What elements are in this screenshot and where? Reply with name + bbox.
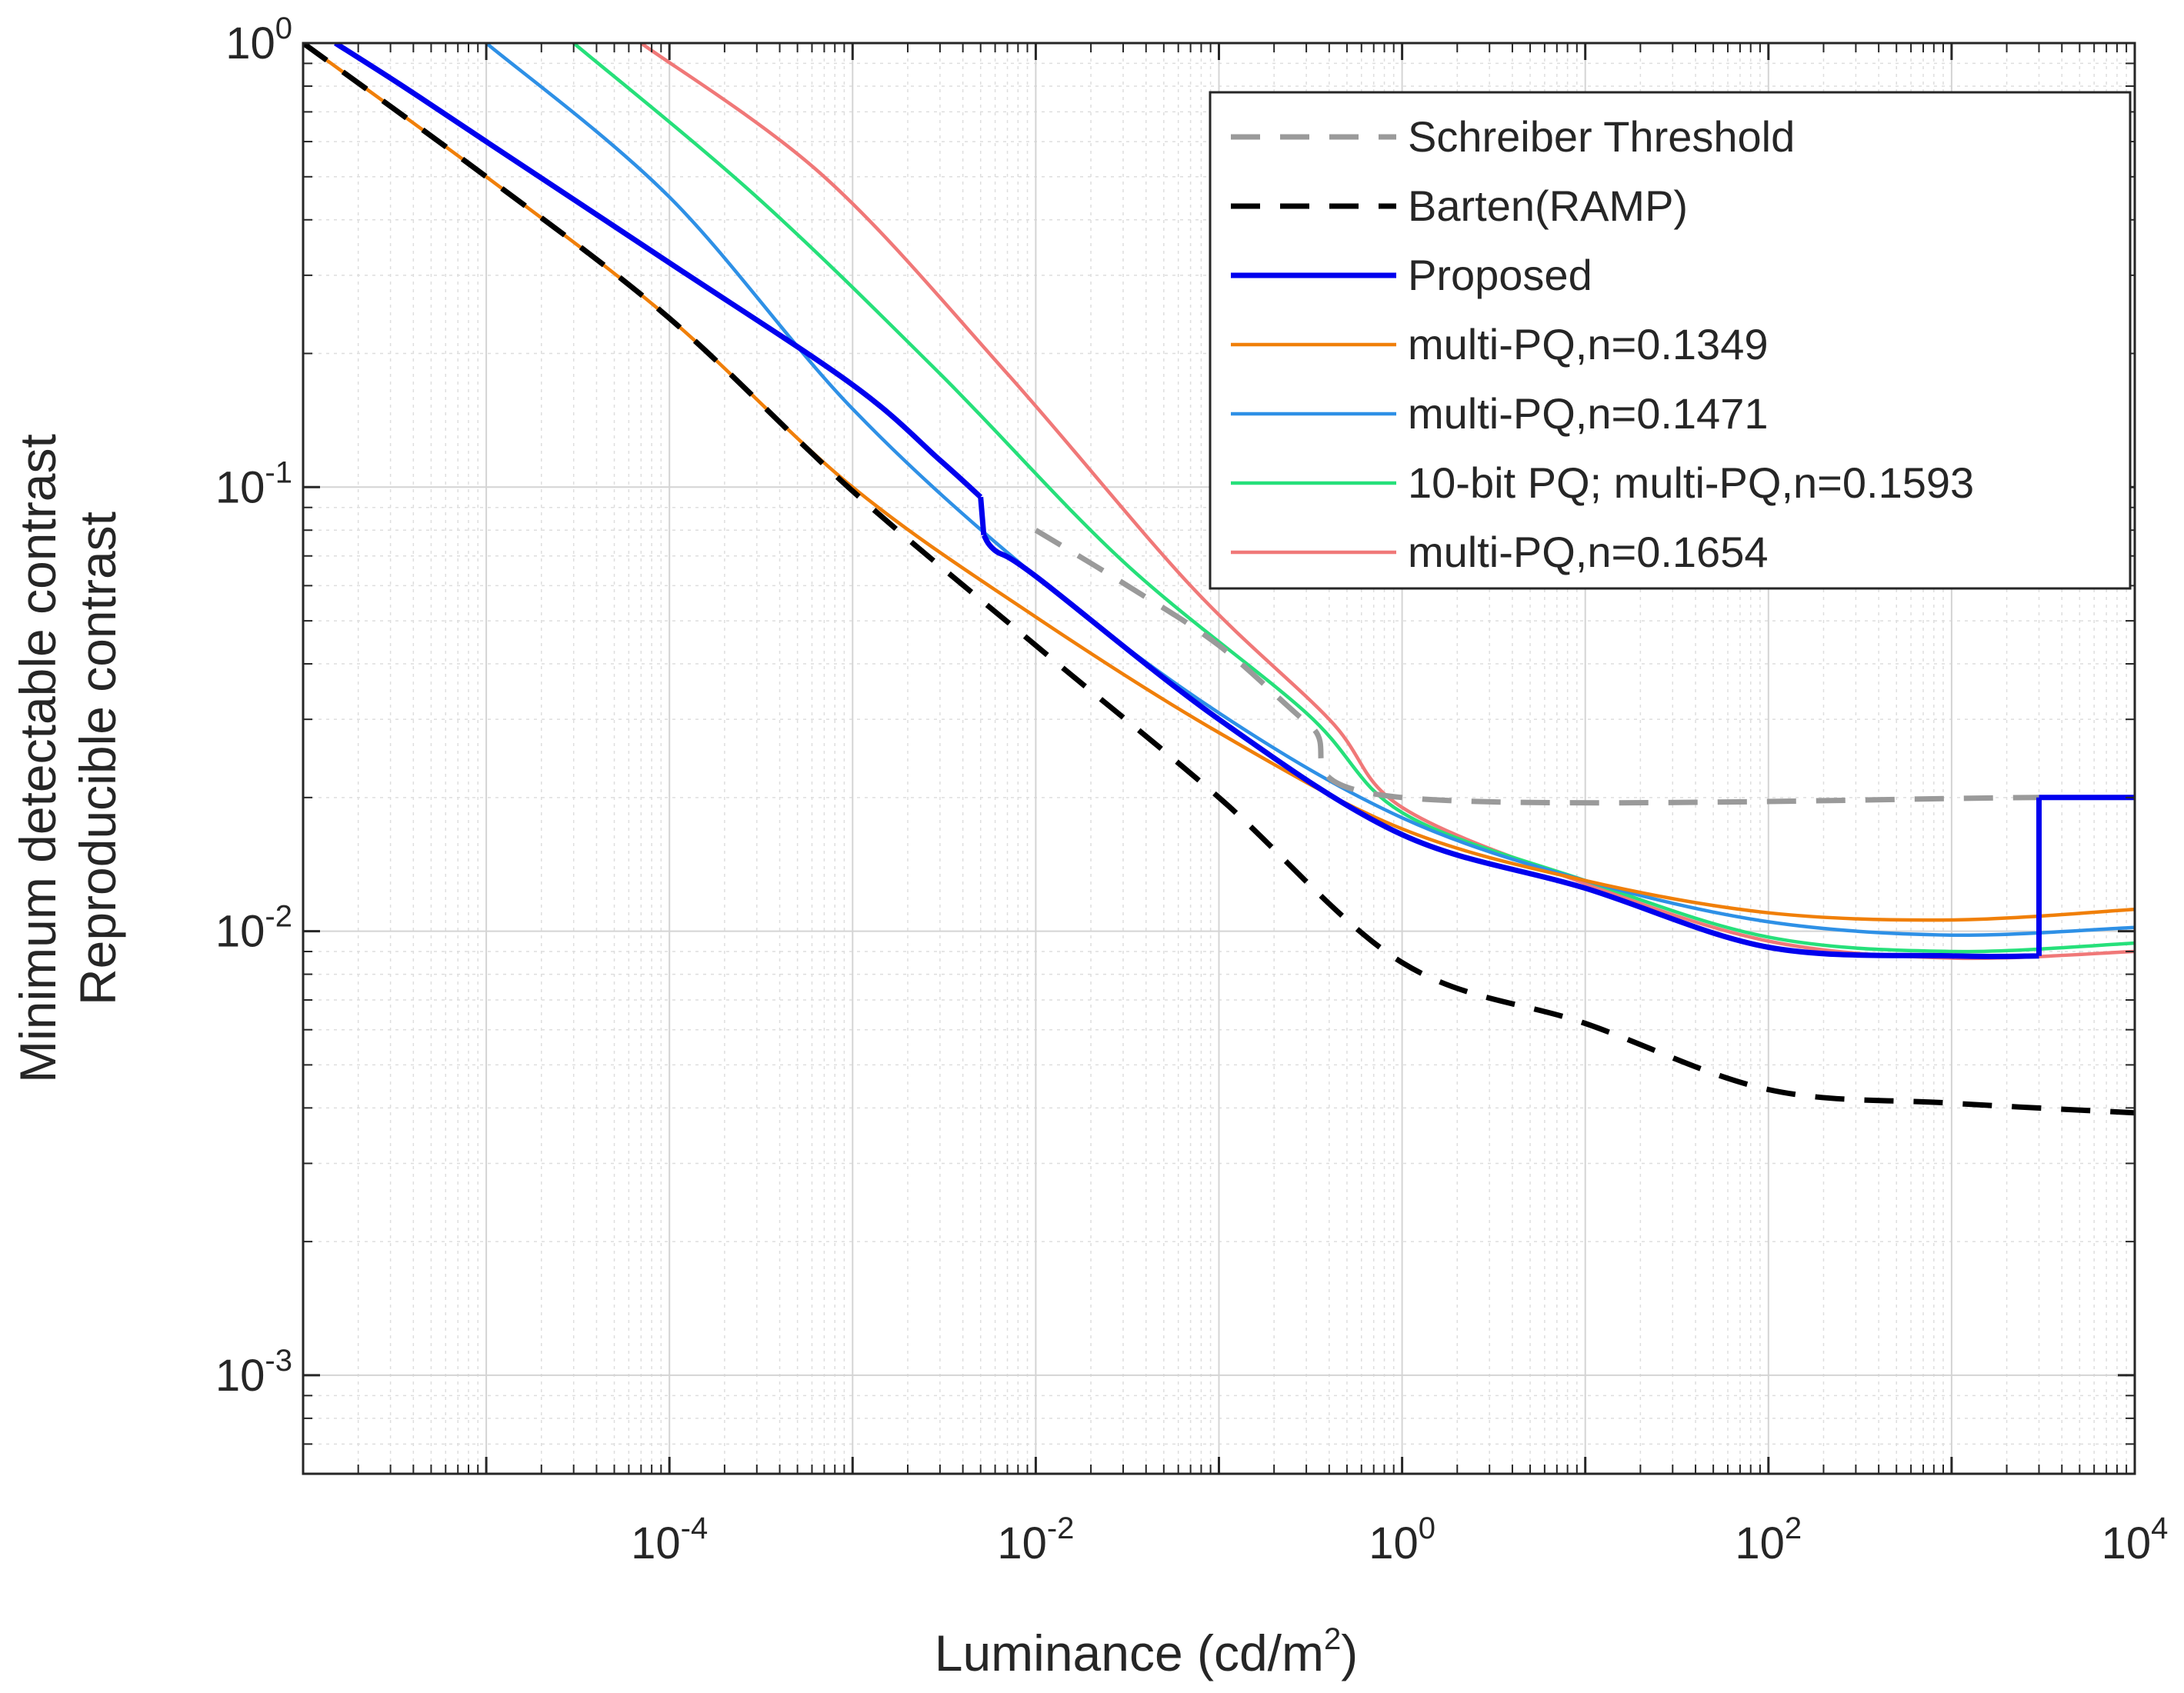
legend-label-7: multi-PQ,n=0.1654	[1408, 528, 1768, 576]
y-axis-title-line-1: Minimum detectable contrast	[9, 434, 66, 1083]
legend-label-6: 10-bit PQ; multi-PQ,n=0.1593	[1408, 458, 1974, 507]
series-layer	[303, 43, 2135, 1116]
legend: Schreiber Threshold Barten(RAMP) Proposed m…	[1209, 91, 2132, 590]
legend-box	[1209, 91, 2132, 590]
x-axis-title: Luminance (cd/m2)	[935, 1622, 1358, 1681]
legend-label-4: multi-PQ,n=0.1349	[1408, 320, 1768, 368]
y-axis-title-line-2: Reproducible contrast	[69, 512, 126, 1005]
x-tick-label: 104	[2102, 1511, 2169, 1568]
legend-label-3: Proposed	[1408, 251, 1592, 299]
y-tick-label: 10-1	[215, 455, 292, 512]
legend-label-2: Barten(RAMP)	[1408, 182, 1688, 230]
legend-label-5: multi-PQ,n=0.1471	[1408, 389, 1768, 438]
y-tick-label: 10-3	[215, 1344, 292, 1401]
x-tick-labels: 10-4 10-2 100 102 104	[631, 1511, 2168, 1568]
series-line-5	[485, 43, 2135, 938]
series-line-3	[334, 43, 2135, 959]
series-line-2	[303, 43, 2135, 1116]
x-tick-label: 10-4	[631, 1511, 708, 1568]
legend-label-1: Schreiber Threshold	[1408, 112, 1795, 161]
series-line-6	[572, 43, 2135, 954]
y-tick-label: 100	[225, 12, 292, 68]
y-tick-labels: 100 10-1 10-2 10-3	[215, 12, 292, 1401]
x-tick-label: 100	[1369, 1511, 1435, 1568]
axis-ticks	[302, 42, 2136, 1475]
x-tick-label: 10-2	[997, 1511, 1074, 1568]
y-tick-label: 10-2	[215, 900, 292, 957]
series-line-1	[1034, 528, 2039, 806]
x-tick-label: 102	[1735, 1511, 1802, 1568]
